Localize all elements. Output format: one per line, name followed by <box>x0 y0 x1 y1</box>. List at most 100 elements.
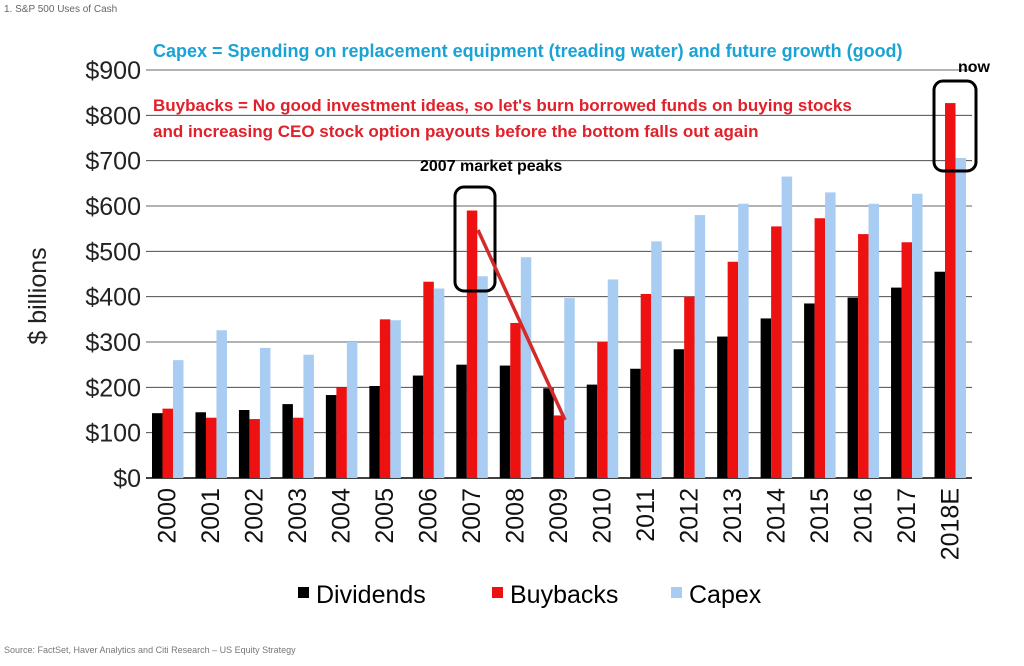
x-tick-label: 2001 <box>197 488 225 544</box>
bar-dividends-2015 <box>804 303 815 478</box>
bar-capex-2009 <box>564 298 575 478</box>
y-tick-label: $400 <box>85 284 141 312</box>
x-tick-label: 2018E <box>936 488 964 560</box>
x-tick-label: 2014 <box>762 488 790 544</box>
capex-note: Capex = Spending on replacement equipmen… <box>153 41 903 61</box>
bar-capex-2016 <box>868 203 880 479</box>
y-tick-label: $700 <box>85 148 141 176</box>
x-tick-label: 2013 <box>719 488 747 544</box>
x-tick-label: 2005 <box>371 488 399 544</box>
x-tick-label: 2010 <box>588 488 616 544</box>
bar-dividends-2006 <box>412 375 424 478</box>
bar-buybacks-2005 <box>379 319 391 478</box>
x-tick-label: 2008 <box>502 488 530 544</box>
bar-dividends-2017 <box>891 287 902 478</box>
x-tick-label: 2017 <box>893 488 921 544</box>
bar-dividends-2014 <box>760 318 772 478</box>
legend-label-buybacks: Buybacks <box>510 581 618 609</box>
bar-buybacks-2009 <box>553 415 565 478</box>
now-label: now <box>958 59 991 76</box>
y-axis-label: $ billions <box>24 247 52 344</box>
bar-dividends-2011 <box>630 368 641 478</box>
legend: Dividends Buybacks Capex <box>298 581 762 609</box>
legend-swatch-dividends <box>298 587 309 598</box>
bar-buybacks-2011 <box>640 293 652 478</box>
bar-dividends-2005 <box>369 385 380 478</box>
x-tick-label: 2015 <box>806 488 834 544</box>
bar-buybacks-2001 <box>205 417 217 478</box>
bar-dividends-2018E <box>934 271 946 478</box>
bar-dividends-2016 <box>847 297 859 478</box>
bar-dividends-2013 <box>717 336 728 478</box>
bar-buybacks-2018E <box>945 103 956 478</box>
bar-buybacks-2015 <box>814 218 826 479</box>
legend-label-dividends: Dividends <box>316 581 426 609</box>
bar-capex-2013 <box>738 203 749 479</box>
y-tick-label: $200 <box>85 374 141 402</box>
bar-buybacks-2008 <box>510 322 521 478</box>
bar-capex-2004 <box>346 342 358 478</box>
bar-capex-2002 <box>259 347 271 478</box>
buybacks-note-line2: and increasing CEO stock option payouts … <box>153 122 758 141</box>
y-tick-label: $300 <box>85 329 141 357</box>
bar-dividends-2004 <box>325 395 337 478</box>
x-tick-label: 2007 <box>458 488 486 544</box>
bar-dividends-2010 <box>586 384 598 478</box>
y-tick-label: $100 <box>85 420 141 448</box>
x-tick-label: 2011 <box>632 488 660 542</box>
bar-dividends-2003 <box>282 404 293 478</box>
bar-buybacks-2017 <box>901 242 913 478</box>
bar-buybacks-2006 <box>423 281 434 478</box>
source-note: Source: FactSet, Haver Analytics and Cit… <box>4 645 296 655</box>
bar-buybacks-2016 <box>858 234 869 478</box>
x-tick-label: 2003 <box>284 488 312 544</box>
bar-capex-2015 <box>825 192 836 478</box>
bar-dividends-2008 <box>499 365 511 478</box>
bar-capex-2010 <box>607 279 619 478</box>
bar-dividends-2012 <box>673 349 685 478</box>
bar-capex-2011 <box>651 241 662 478</box>
bar-capex-2005 <box>390 320 401 478</box>
bar-dividends-2000 <box>151 413 163 478</box>
bar-dividends-2001 <box>195 412 206 478</box>
bar-buybacks-2014 <box>771 226 782 478</box>
y-tick-label: $500 <box>85 238 141 266</box>
peak-label: 2007 market peaks <box>420 158 562 175</box>
bar-buybacks-2007 <box>466 210 478 478</box>
bar-buybacks-2002 <box>249 419 260 478</box>
figure-label: 1. S&P 500 Uses of Cash <box>4 4 117 15</box>
bar-buybacks-2004 <box>336 387 347 478</box>
bar-capex-2007 <box>477 276 488 478</box>
bar-dividends-2002 <box>238 410 250 478</box>
x-tick-label: 2016 <box>849 488 877 544</box>
bar-capex-2008 <box>520 257 532 478</box>
y-tick-label: $600 <box>85 193 141 221</box>
peak-2007-highlight-box <box>453 185 497 293</box>
bar-capex-2001 <box>216 330 227 478</box>
y-tick-labels: $0 $100 $200 $300 $400 $500 $600 $700 $800 $900 <box>85 57 141 493</box>
bars <box>151 103 967 479</box>
legend-swatch-buybacks <box>492 587 503 598</box>
peak-to-trough-arrow <box>476 229 567 421</box>
x-tick-label: 2006 <box>415 488 443 544</box>
legend-swatch-capex <box>671 587 682 598</box>
bar-capex-2014 <box>781 176 793 478</box>
buybacks-note-line1: Buybacks = No good investment ideas, so … <box>153 96 852 115</box>
y-tick-label: $800 <box>85 102 141 130</box>
bar-capex-2006 <box>433 288 445 478</box>
x-tick-label: 2000 <box>154 488 182 544</box>
bar-capex-2003 <box>303 354 314 478</box>
legend-label-capex: Capex <box>689 581 762 609</box>
x-tick-label: 2012 <box>675 488 703 544</box>
bar-buybacks-2003 <box>292 417 304 478</box>
bar-buybacks-2010 <box>597 342 608 478</box>
bar-buybacks-2012 <box>684 296 695 478</box>
bar-buybacks-2013 <box>727 261 739 478</box>
bar-capex-2012 <box>694 215 706 478</box>
x-tick-labels: 2000 2001 2002 2003 2004 2005 2006 2007 2008 2009… <box>154 488 965 560</box>
bar-capex-2000 <box>172 360 184 478</box>
y-tick-label: $900 <box>85 57 141 85</box>
bar-dividends-2007 <box>456 364 467 478</box>
